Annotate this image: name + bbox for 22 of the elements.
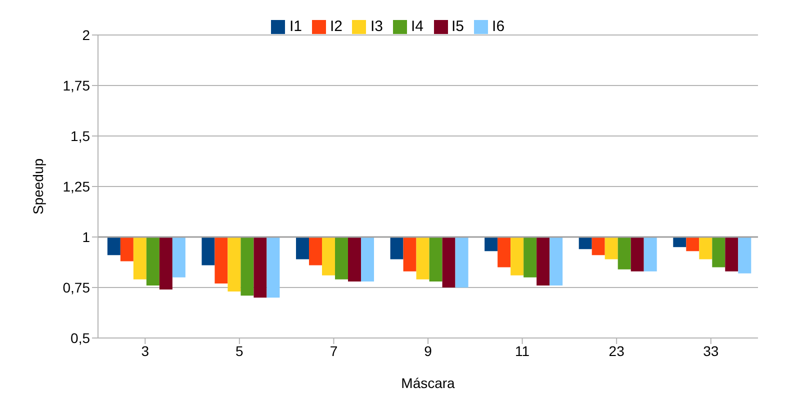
y-tick-label: 0,5 (70, 330, 90, 346)
y-tick-label: 1,75 (62, 77, 90, 94)
legend-label: I1 (289, 18, 302, 35)
x-axis-title: Máscara (401, 375, 456, 391)
legend-label: I4 (411, 18, 424, 35)
x-tick-label: 5 (236, 342, 244, 359)
x-tick-label: 7 (330, 342, 338, 359)
x-tick-label: 3 (141, 342, 150, 359)
x-tick-label: 11 (515, 342, 530, 359)
y-tick-label: 1,5 (70, 128, 90, 144)
legend-label: I5 (452, 18, 464, 35)
legend-label: I3 (370, 18, 383, 35)
legend-label: I2 (330, 18, 342, 35)
legend-label: I6 (492, 18, 505, 35)
x-tick-label: 23 (608, 342, 625, 359)
x-tick-label: 33 (703, 342, 719, 359)
y-axis-title: Speedup (30, 158, 46, 215)
y-tick-label: 1 (82, 228, 90, 245)
y-tick-label: 0,75 (62, 279, 90, 296)
y-tick-label: 1,25 (62, 178, 90, 194)
x-tick-label: 9 (424, 342, 432, 359)
y-tick-label: 2 (82, 26, 90, 43)
